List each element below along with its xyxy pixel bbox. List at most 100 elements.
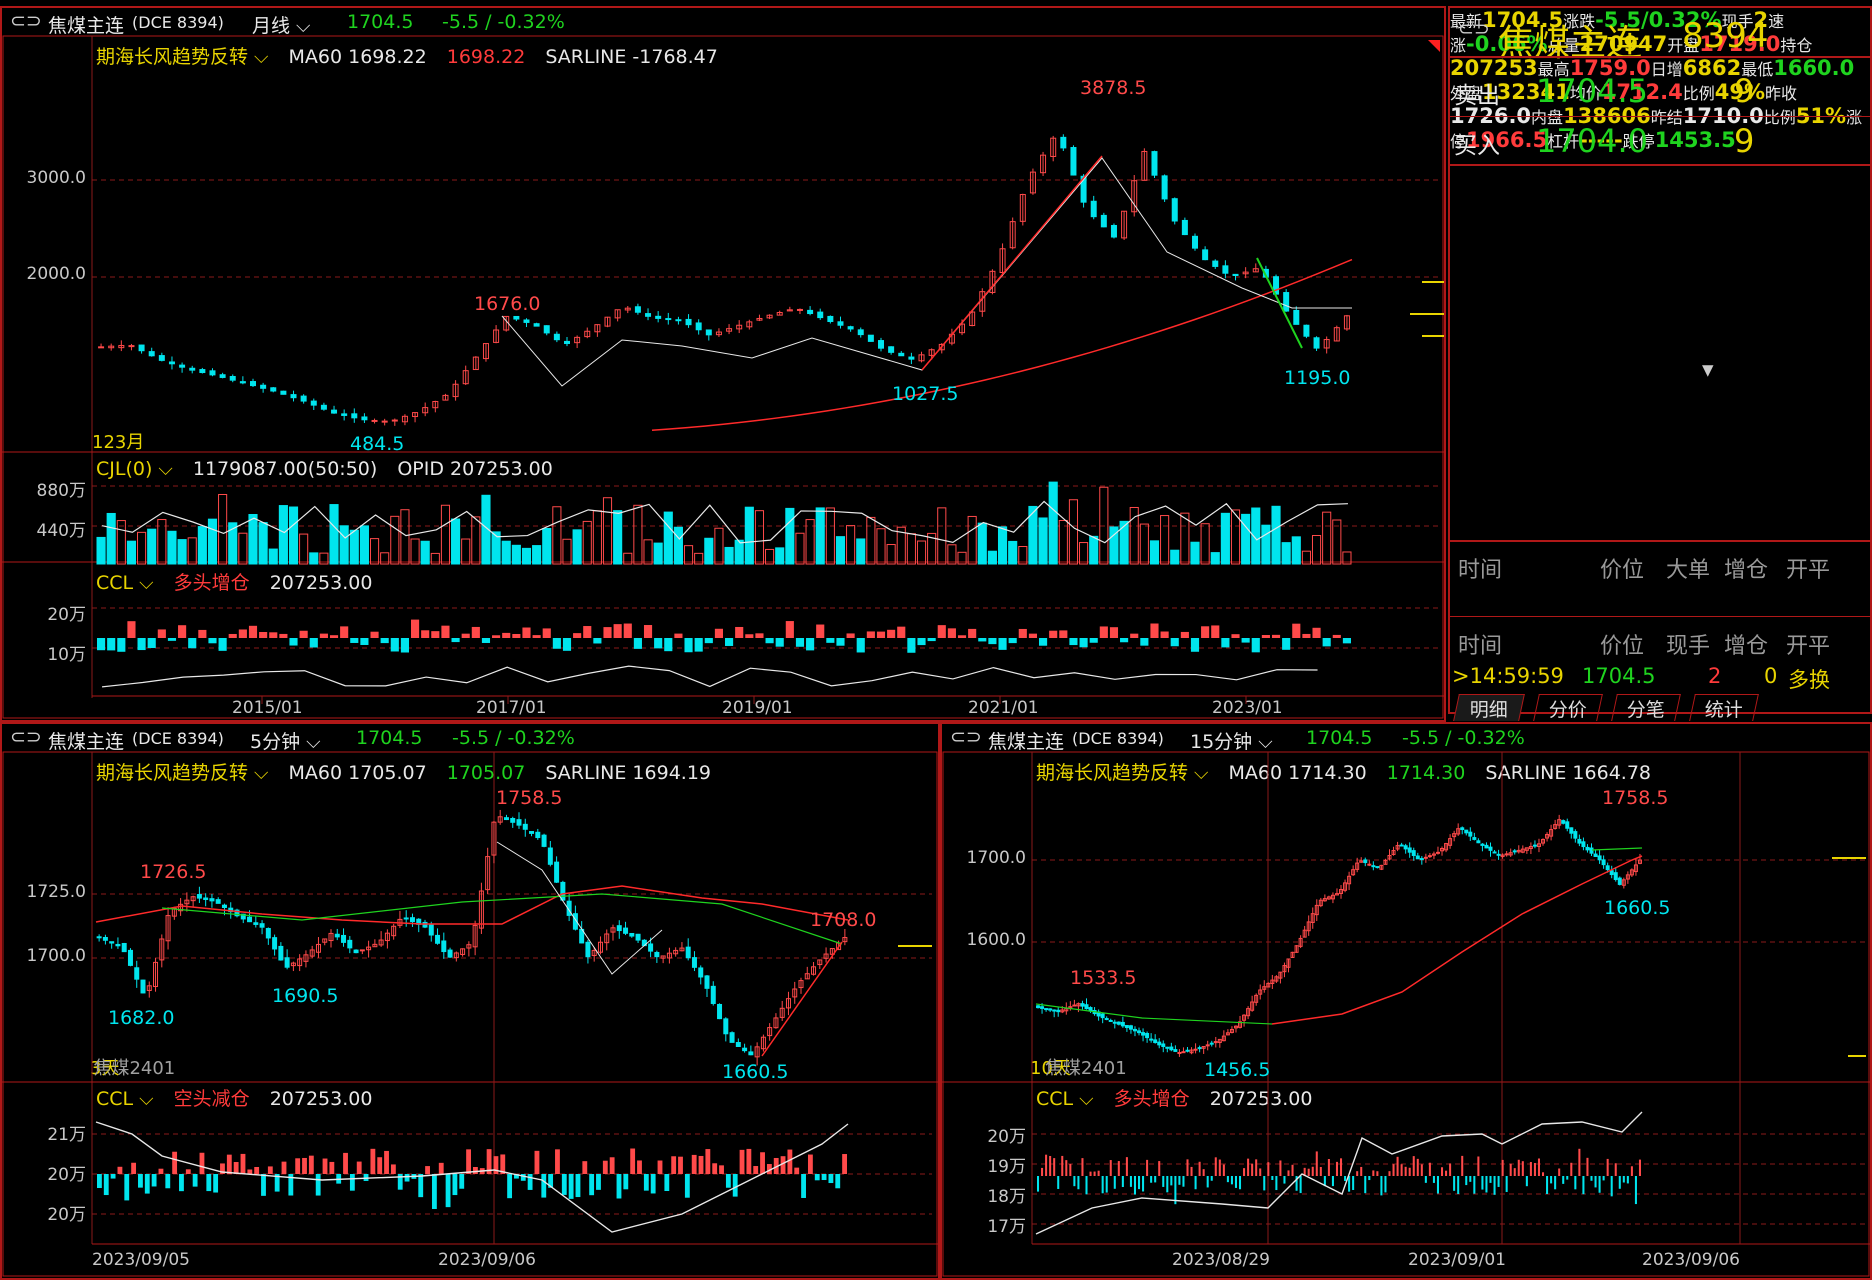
oi-bar: [1214, 1157, 1217, 1176]
link-icon[interactable]: ⊂⊃: [10, 10, 42, 32]
quote-title: 焦煤主连: [1498, 23, 1643, 64]
oi-bar: [1121, 1176, 1124, 1188]
candle-5min: [109, 941, 115, 944]
oi-bar: [760, 1152, 765, 1174]
oi-bar: [1059, 630, 1068, 638]
oi-bar: [471, 626, 480, 638]
oi-bar: [1140, 638, 1149, 646]
low-annotation: 1195.0: [1284, 367, 1350, 389]
volume-bar: [451, 518, 461, 565]
volume-bar: [957, 551, 967, 565]
tab-detail[interactable]: 明细: [1453, 694, 1525, 721]
candle-5min: [315, 943, 321, 953]
quote-value: 1704.5: [1482, 8, 1564, 32]
ccl-selector[interactable]: CCL ⌵: [1036, 1088, 1094, 1110]
oi-bar: [179, 1174, 184, 1192]
price-change: -5.5 / -0.32%: [1402, 727, 1525, 749]
chart-15min-plot-area[interactable]: 1758.5 1660.5 1533.5 1456.5: [942, 724, 1870, 1278]
quote-value: 1966.5: [1466, 128, 1548, 152]
volume-bar: [633, 504, 643, 565]
oi-bar: [220, 1163, 225, 1174]
candle-15min: [1246, 1008, 1251, 1017]
candle-15min: [1254, 994, 1259, 1003]
oi-bar: [350, 638, 359, 643]
oi-bar: [593, 638, 602, 644]
quote-label: 昨收: [1765, 84, 1798, 103]
oi-bar: [158, 1168, 164, 1174]
tab-stats[interactable]: 统计: [1689, 694, 1759, 721]
link-icon[interactable]: ⊂⊃: [950, 726, 982, 748]
oi-bar: [1477, 1156, 1480, 1176]
col-time: 时间: [1458, 558, 1503, 583]
price-change: -5.5 / -0.32%: [442, 11, 565, 33]
monthly-chart-panel[interactable]: ⊂⊃ 焦煤主连 (DCE 8394) 月线 ⌵ 1704.5 -5.5 / -0…: [0, 6, 1446, 722]
oi-bar: [1174, 1176, 1177, 1205]
monthly-candle: [239, 381, 246, 384]
oi-bar: [445, 1174, 451, 1208]
tab-price-dist[interactable]: 分价: [1533, 694, 1603, 721]
volume-bar: [309, 552, 319, 565]
ccl-tick-18: 18万: [987, 1187, 1026, 1207]
chart-15min-panel[interactable]: ⊂⊃ 焦煤主连 (DCE 8394) 15分钟 ⌵ 1704.5 -5.5 / …: [940, 722, 1872, 1280]
monthly-candle: [1050, 137, 1057, 157]
candle-15min: [1383, 859, 1388, 865]
oi-bar: [1546, 1176, 1549, 1195]
period-selector[interactable]: 15分钟 ⌵: [1190, 731, 1273, 753]
oi-bar: [623, 623, 632, 638]
candle-5min: [403, 917, 409, 920]
oi-bar: [452, 1174, 458, 1196]
ccl-selector[interactable]: CCL ⌵: [96, 1088, 154, 1110]
oi-bar: [766, 1164, 772, 1174]
chart-5min-panel[interactable]: ⊂⊃ 焦煤主连 (DCE 8394) 5分钟 ⌵ 1704.5 -5.5 / -…: [0, 722, 940, 1280]
volume-bar: [704, 537, 714, 565]
indicator-selector[interactable]: 期海长风趋势反转 ⌵: [96, 46, 269, 68]
candle-5min: [184, 899, 190, 905]
volume-bar: [1119, 520, 1129, 565]
candle-15min: [1391, 850, 1396, 855]
tab-ticks[interactable]: 分笔: [1611, 694, 1681, 721]
oi-bar: [1404, 1166, 1407, 1176]
oi-bar: [1327, 1159, 1330, 1176]
ccl-selector[interactable]: CCL ⌵: [96, 572, 154, 594]
quote-label: 比例: [1763, 108, 1796, 127]
ccl-tick-21: 21万: [47, 1125, 86, 1145]
quote-label: 日增: [1650, 60, 1683, 79]
monthly-plot-area[interactable]: 3878.5 1676.0 1027.5 1195.0 484.5: [2, 8, 1444, 720]
indicator-selector[interactable]: 期海长风趋势反转 ⌵: [96, 762, 269, 784]
oi-bar: [1283, 1176, 1286, 1184]
period-selector[interactable]: 月线 ⌵: [252, 15, 311, 37]
tick-row[interactable]: >14:59:59 1704.5 2 0 多换: [1450, 660, 1870, 697]
candle-15min: [1359, 860, 1364, 863]
period-selector[interactable]: 5分钟 ⌵: [250, 731, 321, 753]
candle-15min: [1282, 965, 1287, 973]
oi-bar: [694, 638, 703, 652]
oi-bar: [512, 633, 521, 638]
ccl-value: 207253.00: [269, 1088, 373, 1110]
link-icon[interactable]: ⊂⊃: [10, 726, 42, 748]
symbol-name: 焦煤主连: [988, 731, 1065, 753]
monthly-candle: [1121, 210, 1128, 239]
dropdown-icon[interactable]: ▾: [1702, 357, 1714, 383]
candle-15min: [1448, 838, 1453, 846]
chart-5min-plot-area[interactable]: 1758.5 1726.5 1708.0 1682.0 1690.5 1660.5: [2, 724, 938, 1278]
oi-bar: [178, 625, 187, 638]
volume-bar: [1281, 542, 1291, 565]
bigorder-header: 时间 价位 大单 增仓 开平: [1450, 548, 1870, 585]
candle-5min: [767, 1027, 773, 1037]
oi-bar: [698, 1155, 704, 1174]
ma60-label: MA60 1714.30: [1228, 762, 1367, 784]
oi-bar: [240, 1153, 246, 1174]
monthly-candle: [128, 345, 135, 348]
link-icon[interactable]: ⊂⊃: [1458, 18, 1490, 40]
monthly-candle: [452, 383, 459, 398]
cjl-selector[interactable]: CJL(0) ⌵: [96, 458, 173, 480]
indicator-selector[interactable]: 期海长风趋势反转 ⌵: [1036, 762, 1209, 784]
oi-bar: [582, 1161, 588, 1174]
candle-5min: [447, 949, 453, 958]
quote-code: 8394: [1682, 16, 1769, 56]
candle-5min: [234, 909, 240, 917]
volume-bar: [906, 533, 916, 565]
candle-15min: [1633, 864, 1638, 873]
monthly-candle: [959, 323, 966, 334]
oi-bar: [329, 1161, 335, 1174]
